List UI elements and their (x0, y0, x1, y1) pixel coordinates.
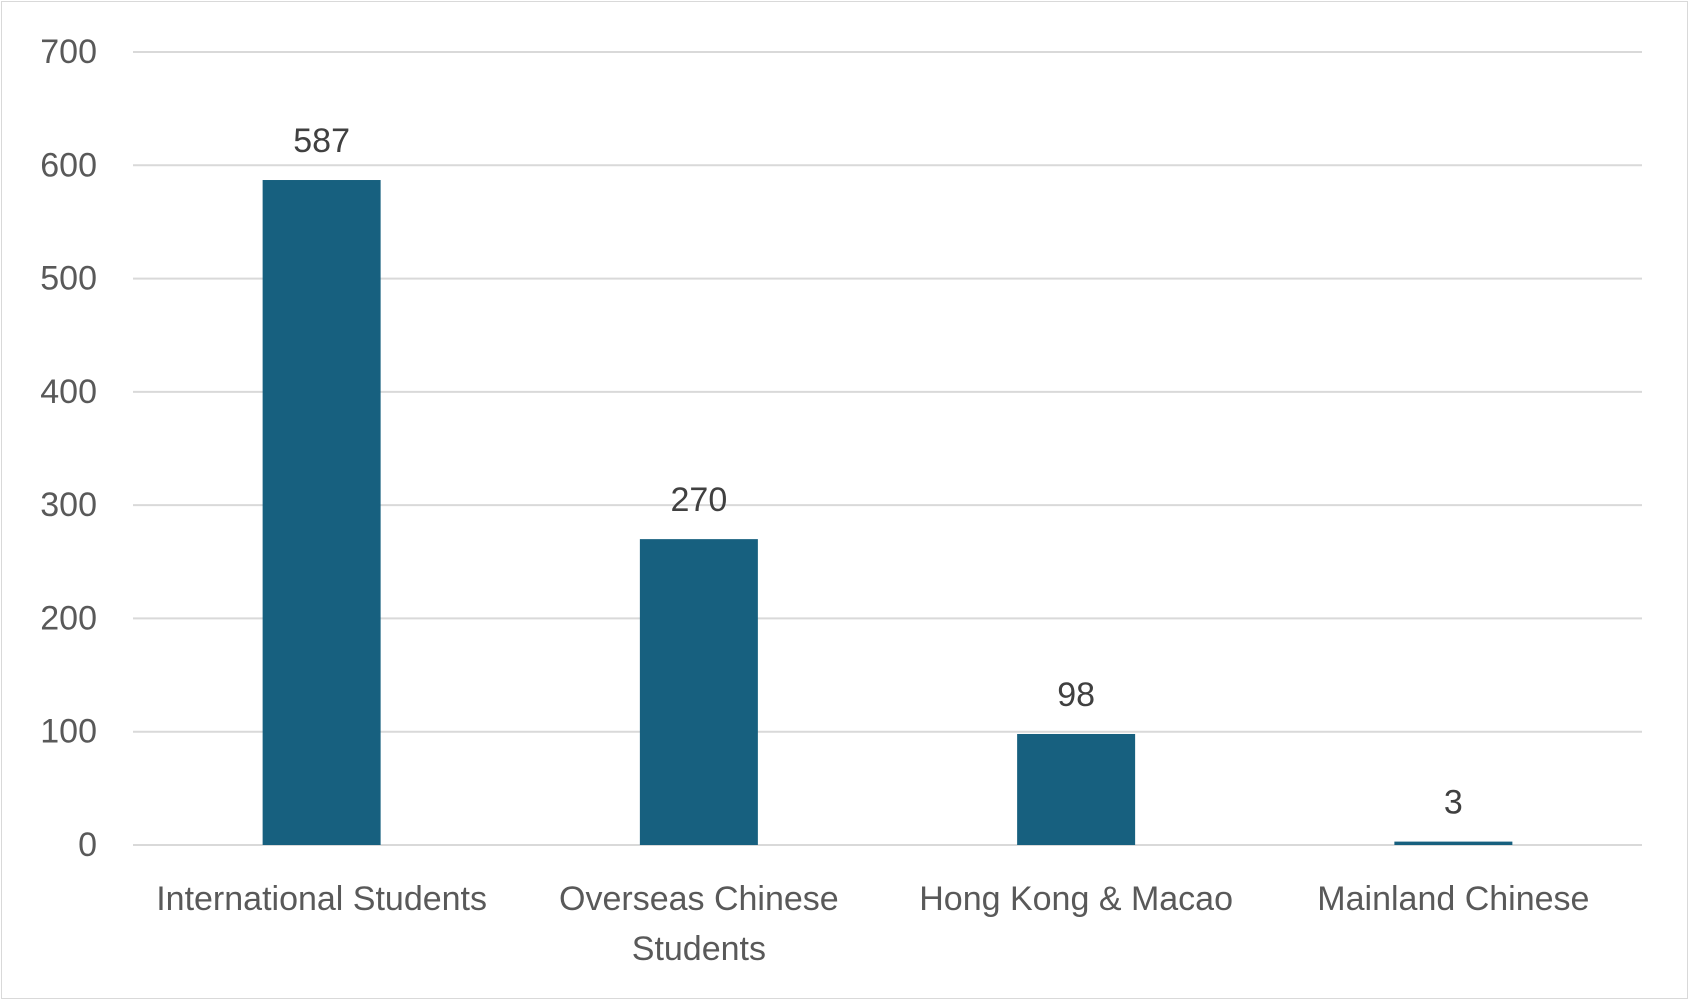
x-category-label-line: Mainland Chinese (1317, 880, 1589, 918)
bars (262, 180, 1513, 845)
data-labels: 587 270 98 3 (293, 122, 1463, 822)
y-tick-label: 700 (40, 33, 97, 71)
y-tick-label: 200 (40, 599, 97, 637)
y-tick-label: 100 (40, 713, 97, 751)
x-axis-categories: International Students Overseas Chinese St… (156, 880, 1589, 968)
gridlines (133, 51, 1642, 846)
y-tick-label: 0 (78, 826, 97, 864)
y-axis-ticks: 0 100 200 300 400 500 600 700 (40, 33, 97, 864)
data-label: 270 (671, 481, 728, 519)
y-tick-label: 300 (40, 486, 97, 524)
x-category-label: International Students (156, 880, 487, 918)
bar (1017, 733, 1136, 845)
x-category-label: Hong Kong & Macao (919, 880, 1233, 918)
data-label: 3 (1444, 784, 1463, 822)
bar (639, 539, 758, 845)
x-category-label: Overseas Chinese Students (559, 880, 839, 968)
bar (1394, 841, 1513, 845)
bar (262, 180, 381, 845)
data-label: 587 (293, 122, 350, 160)
x-category-label-line: Students (632, 930, 766, 968)
x-category-label-line: International Students (156, 880, 487, 918)
y-tick-label: 600 (40, 146, 97, 184)
y-tick-label: 400 (40, 373, 97, 411)
y-tick-label: 500 (40, 260, 97, 298)
x-category-label-line: Overseas Chinese (559, 880, 839, 918)
x-category-label: Mainland Chinese (1317, 880, 1589, 918)
data-label: 98 (1057, 676, 1095, 714)
x-category-label-line: Hong Kong & Macao (919, 880, 1233, 918)
